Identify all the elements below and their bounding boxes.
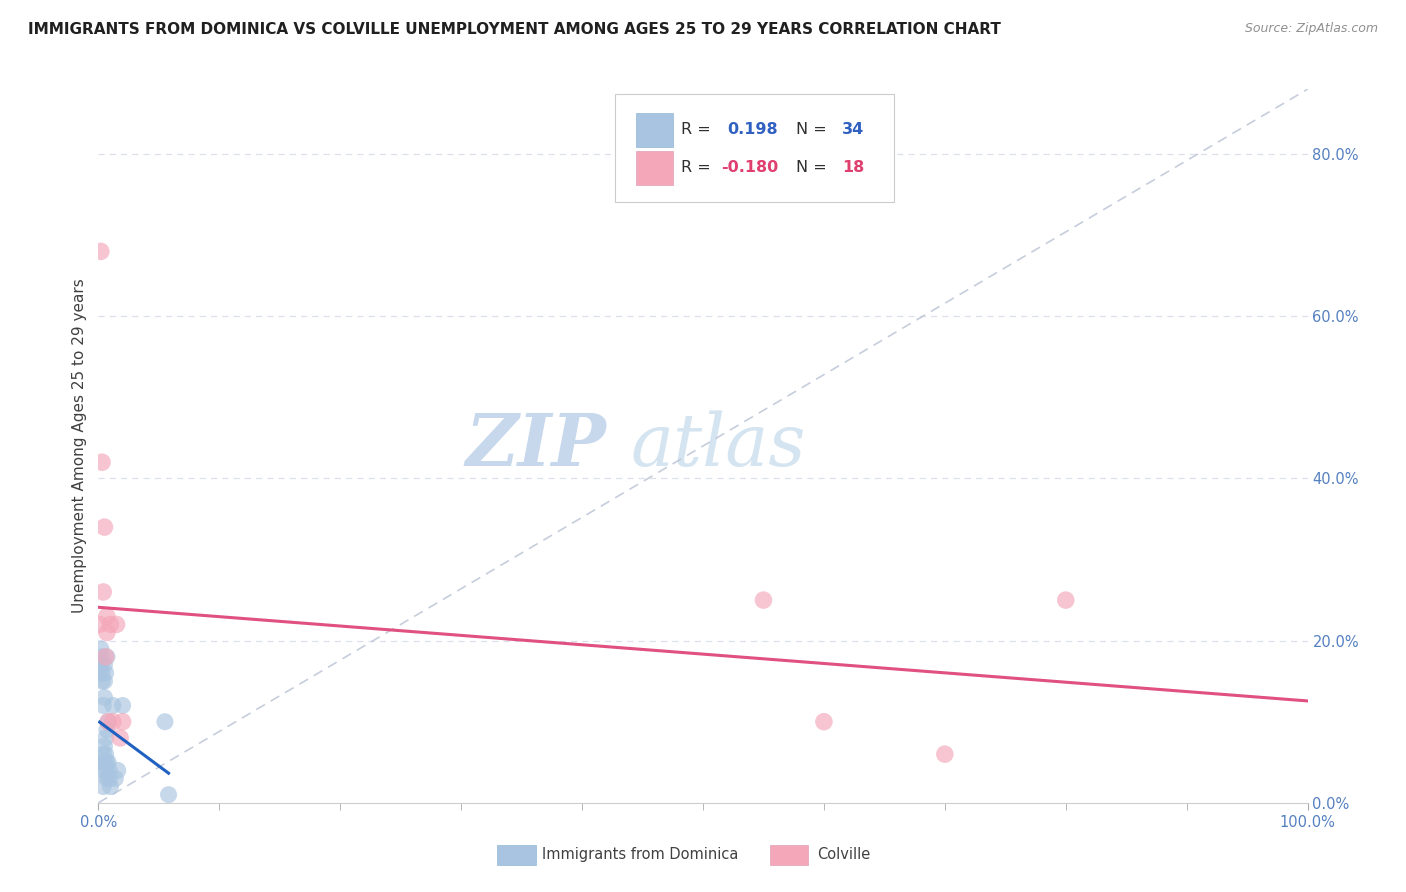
Point [108, 731, 131, 745]
Point [89, 764, 111, 778]
Point [91, 756, 114, 770]
Point [94, 649, 117, 664]
Point [97, 714, 120, 729]
Point [98, 764, 121, 778]
Point [96, 772, 118, 786]
Point [91, 674, 114, 689]
Text: IMMIGRANTS FROM DOMINICA VS COLVILLE UNEMPLOYMENT AMONG AGES 25 TO 29 YEARS CORR: IMMIGRANTS FROM DOMINICA VS COLVILLE UNE… [28, 22, 1001, 37]
Point [91, 666, 114, 681]
Point [105, 617, 128, 632]
Point [96, 625, 118, 640]
Y-axis label: Unemployment Among Ages 25 to 29 years: Unemployment Among Ages 25 to 29 years [72, 278, 87, 614]
Text: 34: 34 [842, 122, 865, 137]
Point [96, 609, 118, 624]
Point [94, 764, 117, 778]
Point [101, 714, 124, 729]
Point [813, 714, 835, 729]
Point [93, 739, 115, 753]
Point [100, 617, 122, 632]
Point [934, 747, 956, 761]
Point [89, 617, 111, 632]
Point [101, 698, 124, 713]
Bar [637, 112, 672, 147]
Point [90, 641, 112, 656]
Point [93, 520, 115, 534]
Point [91, 747, 114, 761]
Text: Immigrants from Dominica: Immigrants from Dominica [543, 847, 738, 863]
Point [153, 714, 176, 729]
Point [91, 649, 114, 664]
Point [1054, 593, 1077, 607]
Text: N =: N = [796, 161, 832, 175]
FancyBboxPatch shape [614, 95, 894, 202]
Point [111, 714, 134, 729]
Point [93, 690, 115, 705]
Point [91, 780, 114, 794]
Point [96, 756, 118, 770]
Text: 0.198: 0.198 [727, 122, 778, 137]
Bar [769, 845, 808, 865]
Text: -0.180: -0.180 [721, 161, 779, 175]
Bar [498, 845, 536, 865]
Point [93, 657, 115, 672]
Point [91, 585, 114, 599]
Text: Source: ZipAtlas.com: Source: ZipAtlas.com [1244, 22, 1378, 36]
Point [93, 756, 115, 770]
Point [97, 756, 120, 770]
Text: R =: R = [682, 161, 716, 175]
Text: N =: N = [796, 122, 832, 137]
Point [157, 788, 180, 802]
Text: Colville: Colville [817, 847, 870, 863]
Point [96, 649, 118, 664]
Point [107, 764, 129, 778]
Point [90, 657, 112, 672]
Point [96, 723, 118, 737]
Point [104, 772, 127, 786]
Text: R =: R = [682, 122, 716, 137]
Point [100, 780, 122, 794]
Point [91, 698, 114, 713]
Text: 18: 18 [842, 161, 865, 175]
Point [94, 731, 117, 745]
Text: ZIP: ZIP [465, 410, 606, 482]
Point [752, 593, 775, 607]
Bar [637, 151, 672, 185]
Point [98, 772, 121, 786]
Point [93, 674, 115, 689]
Point [91, 455, 114, 469]
Point [90, 244, 112, 259]
Point [97, 714, 120, 729]
Text: atlas: atlas [630, 410, 806, 482]
Point [94, 666, 117, 681]
Point [111, 698, 134, 713]
Point [94, 747, 117, 761]
